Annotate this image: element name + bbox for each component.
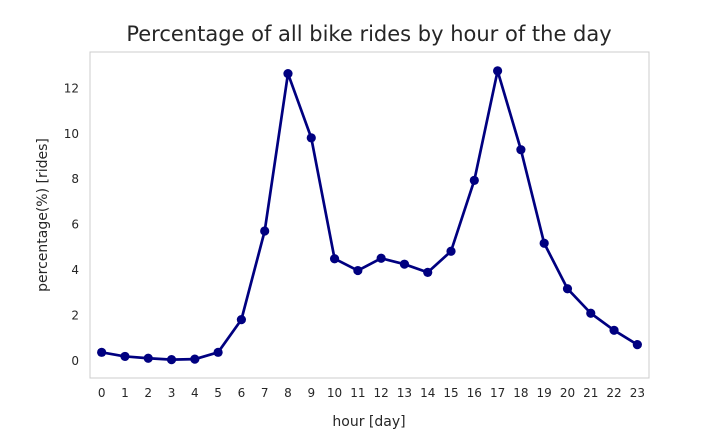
x-tick-label: 21: [583, 386, 598, 400]
x-tick-label: 17: [490, 386, 505, 400]
x-tick-label: 2: [144, 386, 152, 400]
data-point: [516, 145, 526, 155]
data-point: [469, 175, 479, 185]
y-axis-label: percentage(%) [rides]: [35, 138, 51, 292]
data-point: [493, 66, 503, 76]
data-point: [120, 351, 130, 362]
x-tick-label: 16: [467, 386, 482, 400]
series-layer: [97, 66, 642, 365]
chart-title: Percentage of all bike rides by hour of …: [126, 22, 611, 46]
y-tick-label: 6: [71, 218, 79, 232]
data-point: [632, 340, 642, 350]
data-point: [213, 347, 223, 357]
x-tick-label: 4: [191, 386, 199, 400]
x-tick-label: 20: [560, 386, 575, 400]
data-point: [190, 354, 200, 364]
x-tick-label: 1: [121, 386, 129, 400]
data-point: [306, 133, 316, 143]
data-point: [446, 246, 456, 256]
x-tick-label: 15: [443, 386, 458, 400]
x-tick-label: 19: [537, 386, 552, 400]
y-tick-label: 2: [71, 309, 79, 323]
x-tick-label: 9: [307, 386, 315, 400]
x-axis-label: hour [day]: [332, 414, 405, 430]
data-point: [562, 284, 573, 294]
x-tick-label: 18: [513, 386, 528, 400]
data-point: [353, 265, 363, 276]
y-tick-label: 8: [71, 172, 79, 186]
x-tick-label: 11: [350, 386, 365, 400]
data-point: [609, 325, 619, 335]
data-point: [399, 259, 410, 269]
x-tick-label: 8: [284, 386, 292, 400]
y-tick-label: 10: [64, 127, 79, 141]
data-point: [283, 68, 293, 79]
plot-area: [89, 51, 650, 379]
y-tick-label: 0: [71, 354, 79, 368]
data-point: [376, 253, 386, 263]
x-tick-label: 5: [214, 386, 222, 400]
x-tick-label: 0: [98, 386, 106, 400]
data-point: [260, 226, 270, 236]
x-tick-label: 7: [261, 386, 269, 400]
x-tick-label: 6: [238, 386, 246, 400]
x-tick-label: 3: [168, 386, 176, 400]
x-tick-label: 12: [374, 386, 389, 400]
data-point: [423, 267, 433, 277]
x-axis: 0 1 2 3 4 5 6 7 8 9 10 11 12 13 14 15 16 17 18 19 20 21 22 23: [98, 386, 645, 400]
y-tick-label: 4: [71, 263, 79, 277]
data-point: [97, 347, 107, 357]
data-point: [539, 238, 549, 248]
x-tick-label: 14: [420, 386, 435, 400]
x-tick-label: 23: [630, 386, 645, 400]
x-tick-label: 13: [397, 386, 412, 400]
data-point: [586, 308, 596, 318]
data-point: [166, 354, 177, 365]
x-tick-label: 10: [327, 386, 342, 400]
data-point: [236, 315, 246, 325]
y-tick-label: 12: [64, 81, 79, 95]
data-point: [329, 254, 340, 264]
y-axis: 0 2 4 6 8 10 12: [64, 81, 79, 368]
x-tick-label: 22: [606, 386, 621, 400]
data-point: [143, 353, 153, 363]
